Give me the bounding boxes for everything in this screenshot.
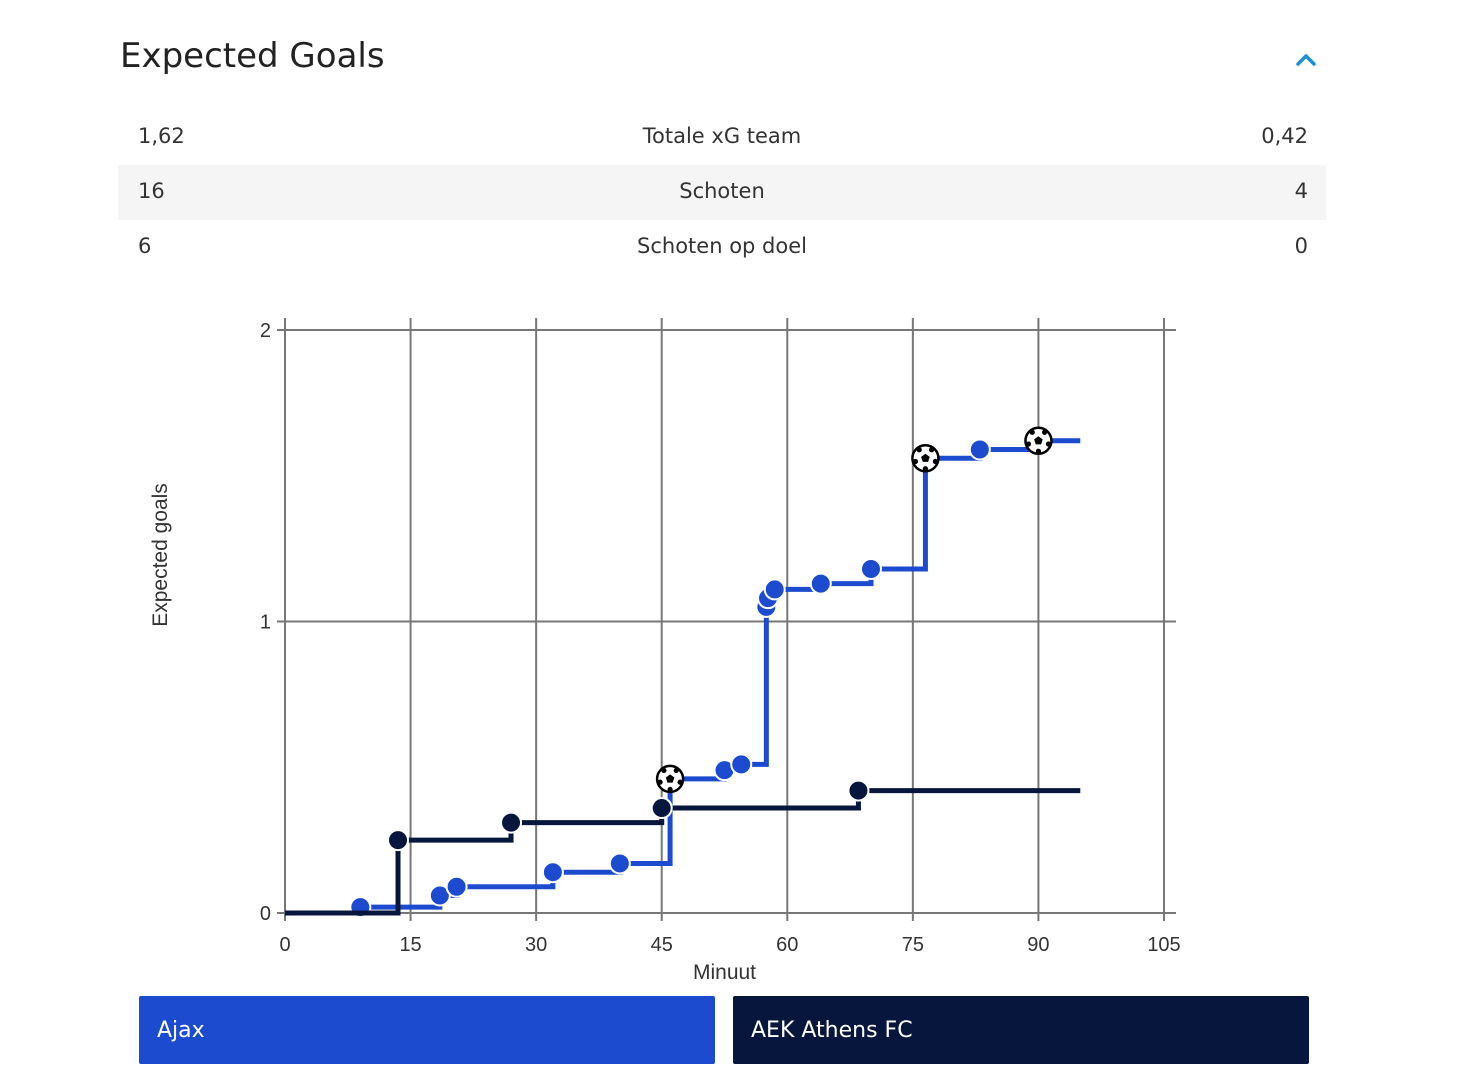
stat-away-value: 0,42: [1261, 124, 1308, 148]
stat-row-total-xg: 1,62 Totale xG team 0,42: [118, 110, 1326, 165]
x-tick-label: 30: [525, 934, 547, 956]
shot-point-ajax: [428, 884, 451, 907]
stats-table: 1,62 Totale xG team 0,42 16 Schoten 4 6 …: [118, 110, 1326, 275]
x-tick-label: 0: [279, 934, 290, 956]
shot-point-ajax: [763, 578, 786, 601]
shot-point-ajax: [541, 861, 564, 884]
shot-point-ajax: [445, 875, 468, 898]
y-tick-label: 0: [260, 903, 271, 925]
xg-chart: 0 15 30 45 60 75 90 105 0 1 2 Minuut Expected goals: [149, 318, 1181, 984]
stat-label: Schoten op doel: [637, 234, 807, 258]
stat-label: Schoten: [679, 179, 765, 203]
legend-label: AEK Athens FC: [751, 1018, 913, 1043]
series-line-aek: [285, 788, 1081, 916]
shot-point-aek: [650, 797, 673, 820]
x-tick-label: 90: [1027, 934, 1049, 956]
shot-point-aek: [387, 829, 410, 852]
legend-label: Ajax: [157, 1018, 205, 1043]
legend-aek-button[interactable]: AEK Athens FC: [733, 996, 1309, 1064]
shot-point-ajax: [968, 438, 991, 461]
goal-marker: [655, 764, 685, 794]
stat-home-value: 6: [138, 234, 152, 258]
x-tick-label: 15: [399, 934, 421, 956]
stat-home-value: 16: [138, 179, 165, 203]
goal-marker: [911, 444, 940, 473]
goal-marker: [1024, 426, 1053, 456]
chevron-up-icon[interactable]: [1294, 48, 1318, 72]
shot-point-aek: [847, 779, 870, 802]
y-tick-label: 2: [260, 320, 271, 342]
legend-ajax-button[interactable]: Ajax: [139, 996, 715, 1064]
shot-point-ajax: [809, 572, 832, 595]
section-title: Expected Goals: [120, 36, 385, 76]
x-tick-label: 45: [651, 934, 673, 956]
y-axis-label: Expected goals: [149, 483, 172, 627]
x-axis-label: Minuut: [693, 961, 756, 984]
shot-point-aek: [500, 811, 523, 834]
x-tick-label: 60: [776, 934, 798, 956]
stat-away-value: 0: [1294, 234, 1308, 258]
shot-point-ajax: [860, 558, 882, 581]
shot-point-ajax: [730, 753, 753, 776]
x-tick-label: 75: [902, 934, 924, 956]
stat-label: Totale xG team: [642, 124, 802, 148]
stat-row-shots-on-target: 6 Schoten op doel 0: [118, 220, 1326, 275]
stat-away-value: 4: [1294, 179, 1308, 203]
y-tick-label: 1: [260, 612, 271, 634]
stat-home-value: 1,62: [138, 124, 185, 148]
shot-point-ajax: [608, 852, 631, 875]
x-tick-label: 105: [1147, 934, 1180, 956]
section-header: Expected Goals: [120, 36, 1326, 86]
stat-row-shots: 16 Schoten 4: [118, 165, 1326, 220]
